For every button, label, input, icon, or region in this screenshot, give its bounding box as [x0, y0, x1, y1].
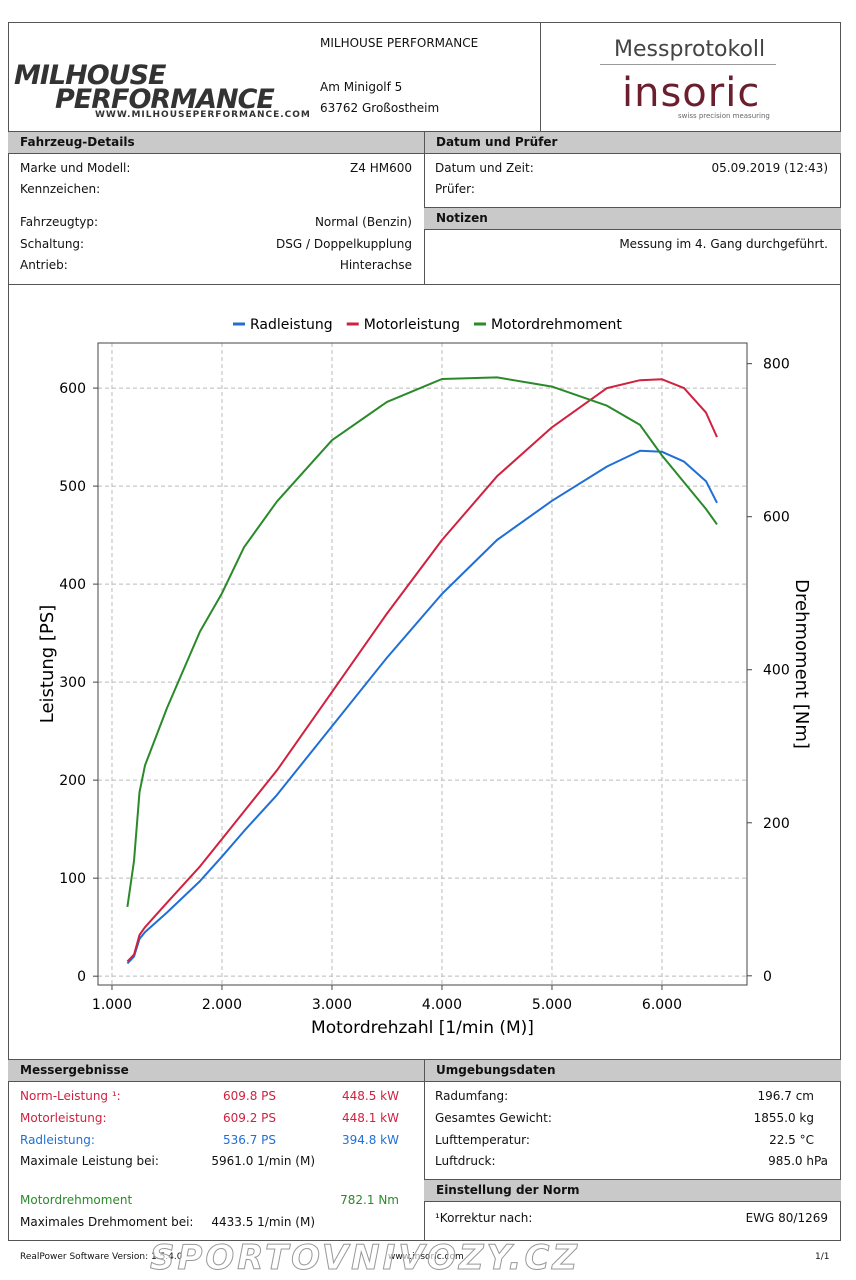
rule [8, 284, 841, 285]
section-title: Messergebnisse [20, 1063, 129, 1077]
label: Motorleistung: [20, 1111, 107, 1125]
y-tick-label: 500 [59, 479, 86, 495]
section-header: Einstellung der Norm [424, 1179, 841, 1202]
value: EWG 80/1269 [745, 1211, 828, 1225]
logo-top: MILHOUSE [14, 60, 166, 91]
label: ¹Korrektur nach: [435, 1211, 533, 1225]
y2-tick-label: 0 [763, 969, 772, 985]
section-title: Notizen [436, 211, 488, 225]
x-tick-label: 1.000 [92, 997, 132, 1013]
company: MILHOUSE PERFORMANCE [320, 36, 479, 50]
notes-text: Messung im 4. Gang durchgeführt. [619, 237, 828, 251]
value: 394.8 kW [342, 1133, 399, 1147]
label: Radleistung: [20, 1133, 95, 1147]
label: Datum und Zeit: [435, 161, 534, 175]
label: Motordrehmoment [20, 1193, 133, 1207]
doc-title: Messprotokoll [614, 37, 766, 62]
legend-label: Motordrehmoment [491, 317, 622, 333]
value: 448.1 kW [342, 1111, 399, 1125]
x-tick-label: 5.000 [532, 997, 572, 1013]
section-title: Fahrzeug-Details [20, 135, 135, 149]
value: DSG / Doppelkupplung [276, 237, 412, 251]
value: 609.8 PS [222, 1089, 276, 1103]
plot-frame [97, 342, 748, 986]
label: Luftdruck: [435, 1154, 496, 1168]
label: Prüfer: [435, 182, 475, 196]
series-line [126, 376, 718, 908]
label: Radumfang: [435, 1089, 509, 1103]
legend-label: Motorleistung [364, 317, 460, 333]
label: Gesamtes Gewicht: [435, 1111, 552, 1125]
label: Marke und Modell: [20, 161, 131, 175]
y-tick-label: 300 [59, 675, 86, 691]
y-tick-label: 100 [59, 871, 86, 887]
label: Lufttemperatur: [435, 1133, 530, 1147]
section-title: Einstellung der Norm [436, 1183, 580, 1197]
y2-tick-label: 400 [763, 663, 790, 679]
legend-label: Radleistung [250, 317, 333, 333]
value: Hinterachse [339, 258, 412, 272]
x-tick-label: 2.000 [202, 997, 242, 1013]
value: 4433.5 1/min (M) [211, 1215, 315, 1229]
value: Normal (Benzin) [314, 215, 412, 229]
y-tick-label: 200 [59, 773, 86, 789]
brand: insoric [622, 70, 761, 116]
city: 63762 Großostheim [320, 101, 440, 115]
logo-bottom: PERFORMANCE [55, 84, 275, 115]
section-title: Datum und Prüfer [436, 135, 558, 149]
x-tick-label: 6.000 [642, 997, 682, 1013]
value: 609.2 PS [222, 1111, 276, 1125]
label: Maximales Drehmoment bei: [20, 1215, 194, 1229]
section-header: Notizen [424, 207, 841, 230]
label: Antrieb: [20, 258, 68, 272]
y2-tick-label: 800 [763, 357, 790, 373]
software: RealPower Software Version: 1.5.4.0 [20, 1252, 183, 1262]
y-tick-label: 0 [77, 969, 86, 985]
logo-url: WWW.MILHOUSEPERFORMANCE.COM [95, 110, 311, 120]
value: 5961.0 1/min (M) [211, 1154, 315, 1168]
page-number: 1/1 [815, 1252, 830, 1262]
y-tick-label: 400 [59, 577, 86, 593]
x-tick-label: 4.000 [422, 997, 462, 1013]
value: 782.1 Nm [340, 1193, 399, 1207]
label: Kennzeichen: [20, 182, 101, 196]
value: 1855.0 kg [753, 1111, 814, 1125]
y-axis-label: Leistung [PS] [37, 605, 58, 724]
value: 448.5 kW [342, 1089, 399, 1103]
y-tick-label: 600 [59, 381, 86, 397]
x-axis-label: Motordrehzahl [1/min (M)] [311, 1018, 534, 1038]
y2-tick-label: 200 [763, 816, 790, 832]
y2-axis-label: Drehmoment [Nm] [791, 579, 812, 749]
value: Z4 HM600 [350, 161, 412, 175]
series-line [126, 378, 718, 963]
y2-tick-label: 600 [763, 510, 790, 526]
value: 196.7 cm [757, 1089, 814, 1103]
divider [540, 22, 541, 131]
x-tick-label: 3.000 [312, 997, 352, 1013]
brand-tagline: swiss precision measuring [678, 112, 770, 120]
watermark: SPORTOVNIVOZY.CZ [149, 1238, 581, 1278]
rule [600, 64, 776, 65]
web: www.insoric.com [388, 1252, 464, 1262]
section-title: Umgebungsdaten [436, 1063, 556, 1077]
street: Am Minigolf 5 [320, 80, 403, 94]
divider [424, 1059, 425, 1241]
value: 22.5 °C [769, 1133, 814, 1147]
value: 536.7 PS [222, 1133, 276, 1147]
value: 05.09.2019 (12:43) [711, 161, 828, 175]
label: Schaltung: [20, 237, 85, 251]
label: Maximale Leistung bei: [20, 1154, 159, 1168]
label: Fahrzeugtyp: [20, 215, 99, 229]
value: 985.0 hPa [768, 1154, 828, 1168]
label: Norm-Leistung ¹: [20, 1089, 121, 1103]
